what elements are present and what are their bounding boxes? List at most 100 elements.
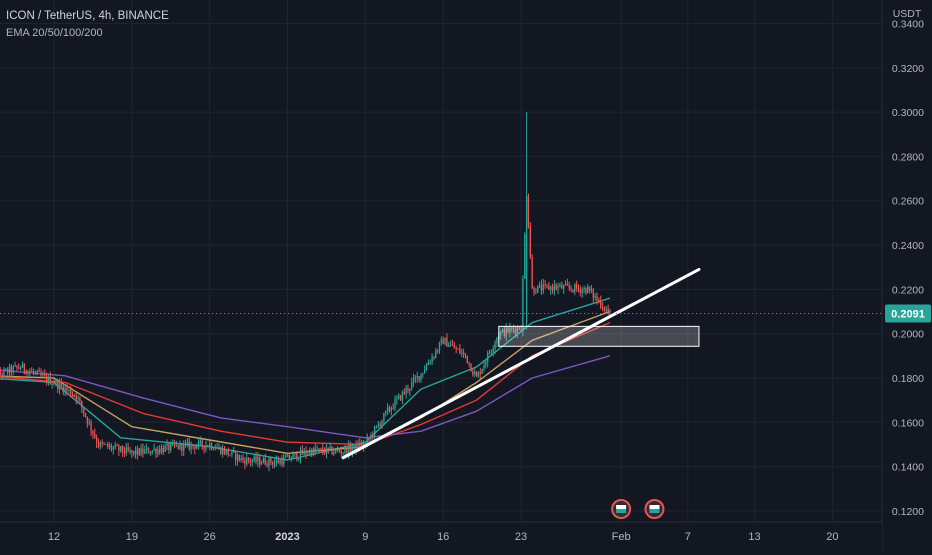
candle [199, 436, 202, 446]
candle-body [10, 366, 13, 373]
candle-body [71, 394, 74, 396]
event-flag-icon[interactable] [611, 499, 632, 519]
candle-body [214, 448, 216, 450]
candle-body [487, 352, 489, 363]
candle [503, 326, 506, 338]
candle-body [201, 440, 203, 447]
candle-body [221, 448, 224, 454]
candle-body [220, 446, 222, 454]
annotation-layer[interactable] [0, 267, 882, 519]
candle [238, 454, 241, 462]
candle-body [362, 443, 365, 447]
trendline[interactable] [341, 267, 701, 460]
candle [472, 368, 474, 377]
candle-body [160, 447, 163, 453]
candle-body [590, 289, 593, 291]
candle-body [331, 446, 333, 455]
ema-line-100 [0, 321, 611, 446]
candle [537, 285, 539, 293]
candle-body [470, 363, 472, 372]
candle [392, 403, 394, 410]
candle [462, 348, 465, 359]
candle-body [427, 363, 430, 366]
candle [231, 450, 233, 458]
candle [579, 285, 582, 297]
candle [331, 445, 333, 456]
candle-body [392, 408, 394, 410]
candle-body [325, 447, 328, 454]
candle [474, 367, 476, 378]
candle-body [333, 452, 335, 455]
candle-body [16, 365, 18, 368]
candle [277, 456, 279, 464]
grid-layer [0, 0, 882, 522]
candle-body [435, 350, 437, 358]
candle-body [488, 352, 491, 354]
time-tick-label: 2023 [275, 531, 299, 543]
candle-body [279, 460, 281, 464]
candle-body [501, 329, 504, 332]
candle [201, 439, 203, 451]
candle [259, 453, 261, 469]
candle-body [210, 443, 213, 450]
candle-body [229, 454, 231, 456]
candle-body [183, 443, 185, 451]
candle-body [107, 444, 109, 447]
candle [373, 425, 376, 441]
price-tick-label: 0.2200 [892, 284, 924, 296]
event-flag-icon[interactable] [644, 499, 665, 519]
candle [412, 373, 415, 387]
candle [10, 363, 13, 378]
candle [281, 454, 283, 468]
candle [490, 349, 493, 356]
candle [305, 446, 307, 460]
candle-body [542, 284, 544, 291]
candle [461, 348, 463, 358]
candle [173, 440, 176, 449]
candle-body [323, 451, 326, 454]
candle [575, 280, 578, 292]
candle [186, 438, 189, 448]
candle-body [90, 422, 92, 431]
candle [527, 193, 530, 229]
candle-body [82, 408, 85, 414]
candle-body [466, 355, 468, 363]
candle-body [147, 448, 150, 454]
candle-body [284, 456, 287, 458]
candle [312, 446, 315, 457]
candle-body [233, 451, 235, 453]
candle [221, 444, 224, 458]
candle-body [120, 446, 122, 451]
candle-body [184, 443, 187, 445]
candle-body [188, 441, 190, 450]
candle-body [462, 352, 465, 354]
candle [399, 394, 402, 402]
candle [155, 447, 157, 459]
candle [411, 377, 413, 391]
candle-body [385, 410, 387, 413]
candle-body [105, 444, 107, 446]
support-zone-box[interactable] [498, 325, 700, 347]
candle [257, 451, 259, 467]
candle-body [344, 447, 346, 453]
time-axis-bg [0, 522, 882, 550]
candle [145, 443, 148, 454]
candle [57, 379, 59, 393]
candle-body [525, 196, 528, 323]
candle-body [8, 366, 11, 373]
candle [320, 447, 322, 452]
candle [372, 431, 374, 442]
candle-body [511, 327, 513, 329]
candle [538, 281, 541, 289]
candle [168, 442, 170, 454]
candle-body [436, 350, 439, 352]
candle-body [296, 453, 298, 460]
candle-body [49, 376, 51, 385]
candle-body [381, 420, 383, 426]
candle-body [73, 395, 76, 397]
candle-body [420, 373, 422, 380]
candle [418, 376, 420, 383]
